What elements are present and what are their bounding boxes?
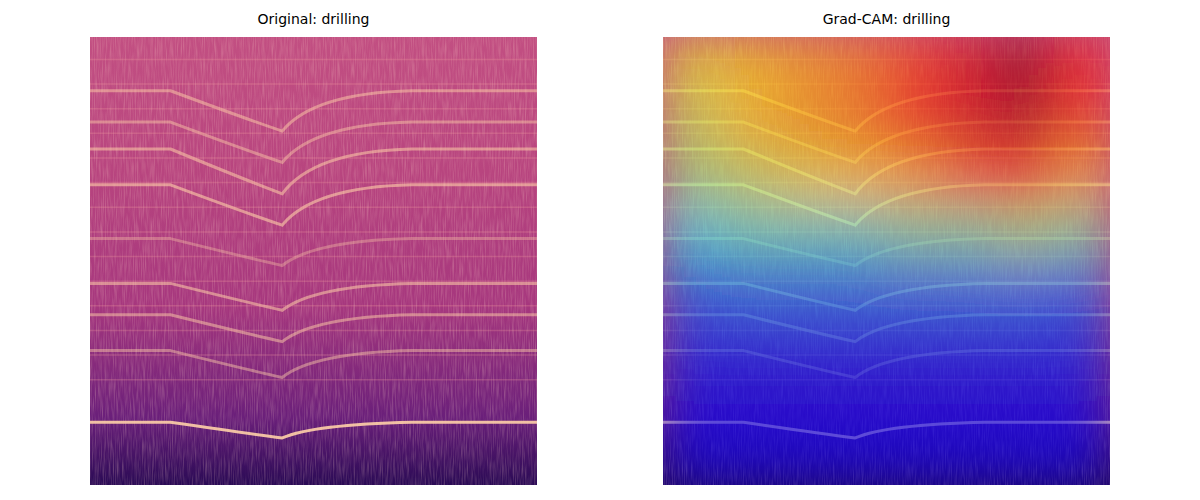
cam-cell	[774, 372, 832, 430]
cam-cell	[1053, 372, 1110, 430]
cam-cell	[941, 260, 999, 318]
harmonic-line	[90, 149, 537, 194]
cam-cell	[886, 37, 944, 94]
harmonic-line	[90, 315, 537, 342]
cam-cell	[663, 428, 720, 485]
cam-cell	[774, 428, 832, 485]
spectrogram-background	[663, 37, 1110, 485]
harmonic-line	[90, 122, 537, 162]
cam-cell	[941, 148, 999, 206]
cam-cell	[886, 372, 944, 430]
cam-cell	[1053, 260, 1110, 318]
spectrogram-band	[90, 379, 537, 381]
cam-cell	[1053, 148, 1110, 206]
cam-cell	[830, 92, 888, 150]
cam-cell	[663, 316, 720, 374]
spectrogram-band	[90, 83, 537, 85]
cam-cell	[663, 37, 720, 94]
cam-cell	[774, 316, 832, 374]
harmonic-line	[90, 239, 537, 266]
cam-cell	[830, 37, 888, 94]
cam-cell	[997, 372, 1055, 430]
cam-cell	[886, 428, 944, 485]
cam-cell	[718, 372, 776, 430]
cam-cell	[663, 92, 720, 150]
cam-cell	[997, 428, 1055, 485]
cam-overlay	[663, 37, 1110, 485]
cam-cell	[718, 148, 776, 206]
cam-cell	[830, 204, 888, 262]
cam-cell	[718, 37, 776, 94]
spectrogram-band	[90, 256, 537, 258]
cam-cell	[663, 204, 720, 262]
cam-cell	[774, 148, 832, 206]
cam-cell	[997, 204, 1055, 262]
harmonic-line	[90, 283, 537, 310]
spectrogram-band	[90, 231, 537, 233]
cam-cell	[774, 92, 832, 150]
cam-cell	[830, 428, 888, 485]
cam-cell	[830, 148, 888, 206]
cam-cell	[1053, 204, 1110, 262]
cam-cell	[997, 148, 1055, 206]
cam-cell	[886, 204, 944, 262]
cam-cell	[941, 204, 999, 262]
harmonic-line	[90, 91, 537, 131]
spectrogram-band	[90, 59, 537, 61]
cam-cell	[997, 316, 1055, 374]
harmonic-line	[90, 422, 537, 438]
cam-cell	[1053, 428, 1110, 485]
panel: Grad-CAM: drilling	[662, 11, 1111, 486]
plot-area	[663, 37, 1110, 485]
cam-cell	[997, 260, 1055, 318]
spectrogram-band	[90, 280, 537, 282]
title: Grad-CAM: drilling	[823, 11, 951, 27]
cam-cell	[830, 260, 888, 318]
title: Original: drilling	[258, 11, 370, 27]
cam-cell	[663, 372, 720, 430]
cam-cell	[941, 92, 999, 150]
cam-cell	[830, 316, 888, 374]
cam-cell	[718, 316, 776, 374]
plot-area	[90, 37, 537, 485]
cam-cell	[1053, 316, 1110, 374]
cam-cell	[997, 37, 1055, 94]
cam-cell	[718, 260, 776, 318]
cam-cell	[718, 204, 776, 262]
cam-cell	[886, 260, 944, 318]
spectrogram-texture	[90, 37, 537, 485]
panel: Original: drilling	[90, 11, 537, 485]
cam-cell	[774, 204, 832, 262]
spectrogram-band	[90, 330, 537, 332]
cam-cell	[1053, 92, 1110, 150]
spectrogram-band	[90, 133, 537, 135]
cam-cell	[886, 148, 944, 206]
cam-cell	[941, 372, 999, 430]
cam-cell	[997, 92, 1055, 150]
cam-cell	[774, 37, 832, 94]
spectrogram-band	[90, 157, 537, 159]
spectrogram-band	[90, 354, 537, 356]
harmonic-line	[90, 351, 537, 378]
cam-cell	[774, 260, 832, 318]
cam-cell	[663, 148, 720, 206]
harmonic-line	[90, 185, 537, 225]
cam-cell	[941, 428, 999, 485]
figure: Original: drilling Grad-CAM: drilling	[0, 0, 1200, 500]
spectrogram-band	[90, 182, 537, 184]
cam-cell	[718, 92, 776, 150]
cam-cell	[830, 372, 888, 430]
cam-cell	[886, 316, 944, 374]
spectrogram-band	[90, 206, 537, 208]
cam-cell	[718, 428, 776, 485]
spectrogram-band	[90, 305, 537, 307]
cam-cell	[941, 316, 999, 374]
spectrogram-texture	[663, 37, 1110, 485]
cam-cell	[886, 92, 944, 150]
cam-cell	[663, 260, 720, 318]
cam-cell	[941, 37, 999, 94]
cam-cell	[1053, 37, 1110, 94]
spectrogram-background	[90, 37, 537, 485]
spectrogram-band	[90, 108, 537, 110]
